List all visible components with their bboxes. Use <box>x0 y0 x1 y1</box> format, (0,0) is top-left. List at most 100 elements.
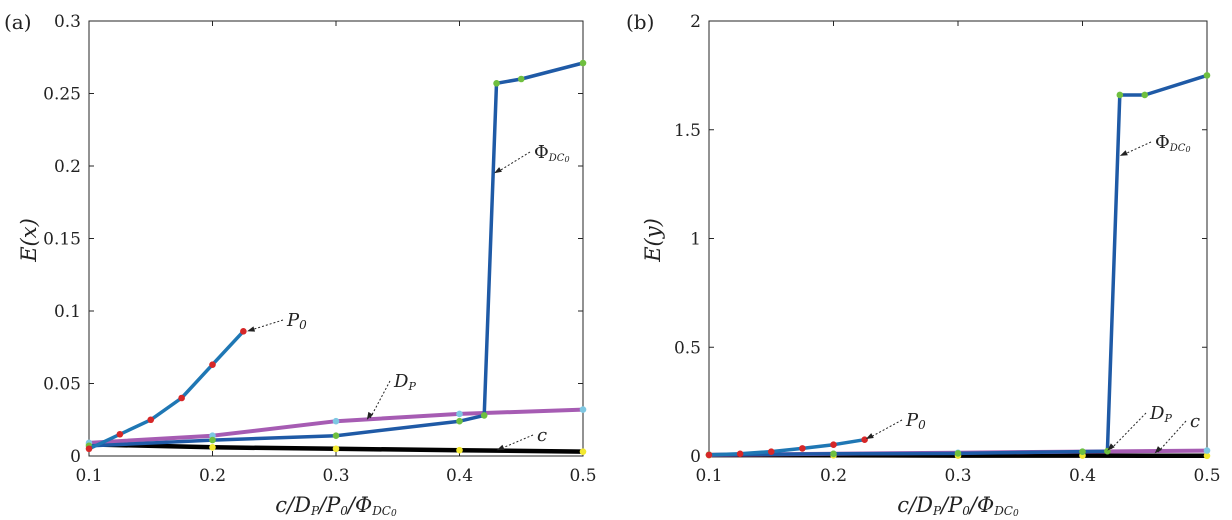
data-point-ΦDC0 <box>493 80 500 87</box>
series-line-ΦDC0 <box>707 73 1209 457</box>
x-tick-label: 0.4 <box>1069 466 1096 486</box>
annotation-arrowhead <box>366 411 374 420</box>
annotation-arrowhead <box>1154 446 1162 454</box>
data-point-P0 <box>116 430 124 438</box>
series-line-ΦDC0 <box>87 61 585 448</box>
data-point-c <box>579 448 587 455</box>
annotation-label-c: c <box>537 425 547 446</box>
annotation-symbol: D <box>393 371 409 392</box>
annotation-arrowhead <box>494 167 502 174</box>
x-axis-label-part: c/D <box>275 493 311 517</box>
x-tick-label: 0.1 <box>695 466 722 486</box>
annotation-arrow <box>1157 420 1187 453</box>
annotation-label-P0: P0 <box>905 410 926 432</box>
data-point-ΦDC0 <box>954 450 962 457</box>
y-tick-label: 1.5 <box>674 121 701 141</box>
annotation-subscript: DC <box>548 153 565 164</box>
data-point-P0 <box>240 328 247 335</box>
annotation-symbol: Φ <box>1155 132 1170 153</box>
data-point-ΦDC0 <box>830 450 837 458</box>
x-tick-label: 0.5 <box>569 466 596 486</box>
data-point-c <box>1203 452 1211 460</box>
annotation-subscript: P <box>407 380 416 393</box>
panel-label: (b) <box>626 10 654 34</box>
data-point-ΦDC0 <box>1203 72 1211 79</box>
data-point-ΦDC0 <box>1116 91 1124 99</box>
axes-box <box>708 20 1208 457</box>
x-axis-label-part: /Φ <box>968 493 994 517</box>
annotation-arrowhead <box>496 444 505 451</box>
data-point-ΦDC0 <box>456 417 463 425</box>
data-point-ΦDC0 <box>332 432 340 440</box>
annotation-arrowhead <box>247 326 256 332</box>
panel-a: 0.1 0.2 0.3 0.4 0.5 0 0.05 0.1 0.15 0.2 0.25 0.3 (a)… <box>4 10 597 519</box>
x-axis-label-part: 0 <box>391 509 397 519</box>
x-axis-label-part: DC <box>371 504 391 518</box>
panel-label: (a) <box>4 10 32 34</box>
series-line-P0 <box>707 437 867 457</box>
x-axis-label-part: /P <box>317 493 341 517</box>
y-tick-label: 0.05 <box>43 375 81 395</box>
annotation-symbol: c <box>1190 411 1200 432</box>
data-point-ΦDC0 <box>1079 448 1086 455</box>
annotation-arrow <box>499 434 534 450</box>
annotation-subscript: 0 <box>918 418 926 432</box>
annotation-arrow <box>496 151 531 173</box>
data-point-DP <box>332 417 340 425</box>
x-tick-label: 0.2 <box>199 466 226 486</box>
x-axis-label-part: /Φ <box>346 493 372 517</box>
x-axis-label: c/DP/P0/ΦDC0 <box>897 493 1019 519</box>
x-axis-label-part: 0 <box>962 504 970 518</box>
annotation-arrowhead <box>1107 443 1115 451</box>
annotation-subscript: P <box>1163 412 1172 425</box>
data-point-P0 <box>799 445 806 452</box>
data-point-c <box>332 445 340 453</box>
x-tick-label: 0.2 <box>820 466 847 486</box>
data-point-DP <box>579 406 587 413</box>
data-point-P0 <box>767 448 775 455</box>
annotation-label-c: c <box>1190 411 1200 432</box>
x-tick-label: 0.3 <box>322 466 349 486</box>
annotation-arrow <box>868 419 903 439</box>
annotation-label-P0: P0 <box>286 310 307 332</box>
annotation-arrow <box>1110 412 1147 450</box>
series-line-P0 <box>87 329 246 451</box>
data-point-P0 <box>85 445 93 453</box>
data-point-P0 <box>209 361 216 368</box>
data-point-P0 <box>861 436 868 443</box>
annotation-symbol: D <box>1149 403 1165 424</box>
annotation-arrow <box>1122 141 1152 156</box>
data-point-P0 <box>147 416 155 424</box>
annotation-label-DP: DP <box>393 371 416 393</box>
data-point-P0 <box>178 394 185 402</box>
annotation-label-DP: DP <box>1149 403 1172 425</box>
data-point-ΦDC0 <box>209 436 216 444</box>
data-point-DP <box>1203 447 1211 454</box>
annotation-symbol: Φ <box>534 142 549 163</box>
data-point-P0 <box>705 451 713 459</box>
x-axis-label-part: P <box>310 504 320 518</box>
annotation-symbol: P <box>286 310 300 331</box>
y-tick-label: 0 <box>690 447 701 467</box>
y-tick-label: 2 <box>690 12 701 32</box>
x-tick-label: 0.5 <box>1193 466 1220 486</box>
x-axis-label-part: 0 <box>340 504 348 518</box>
annotation-subscript: DC <box>1169 143 1186 154</box>
annotation-symbol: P <box>905 410 919 431</box>
annotation-symbol: c <box>537 425 547 446</box>
x-tick-label: 0.4 <box>446 466 473 486</box>
data-point-ΦDC0 <box>1141 91 1149 99</box>
annotation-arrow <box>249 319 284 331</box>
annotation-arrowhead <box>1119 150 1128 156</box>
x-axis-label-part: DC <box>993 504 1013 518</box>
annotation-arrowhead <box>865 433 874 440</box>
y-tick-label: 1 <box>690 230 701 250</box>
data-point-DP <box>456 410 463 418</box>
annotation-label-ΦDC0: ΦDC0 <box>1155 132 1191 154</box>
y-tick-label: 0 <box>70 447 81 467</box>
annotation-label-ΦDC0: ΦDC0 <box>534 142 570 164</box>
annotation-subscript: 0 <box>299 318 307 332</box>
annotation-arrow <box>369 380 391 419</box>
y-tick-label: 0.2 <box>54 157 81 177</box>
